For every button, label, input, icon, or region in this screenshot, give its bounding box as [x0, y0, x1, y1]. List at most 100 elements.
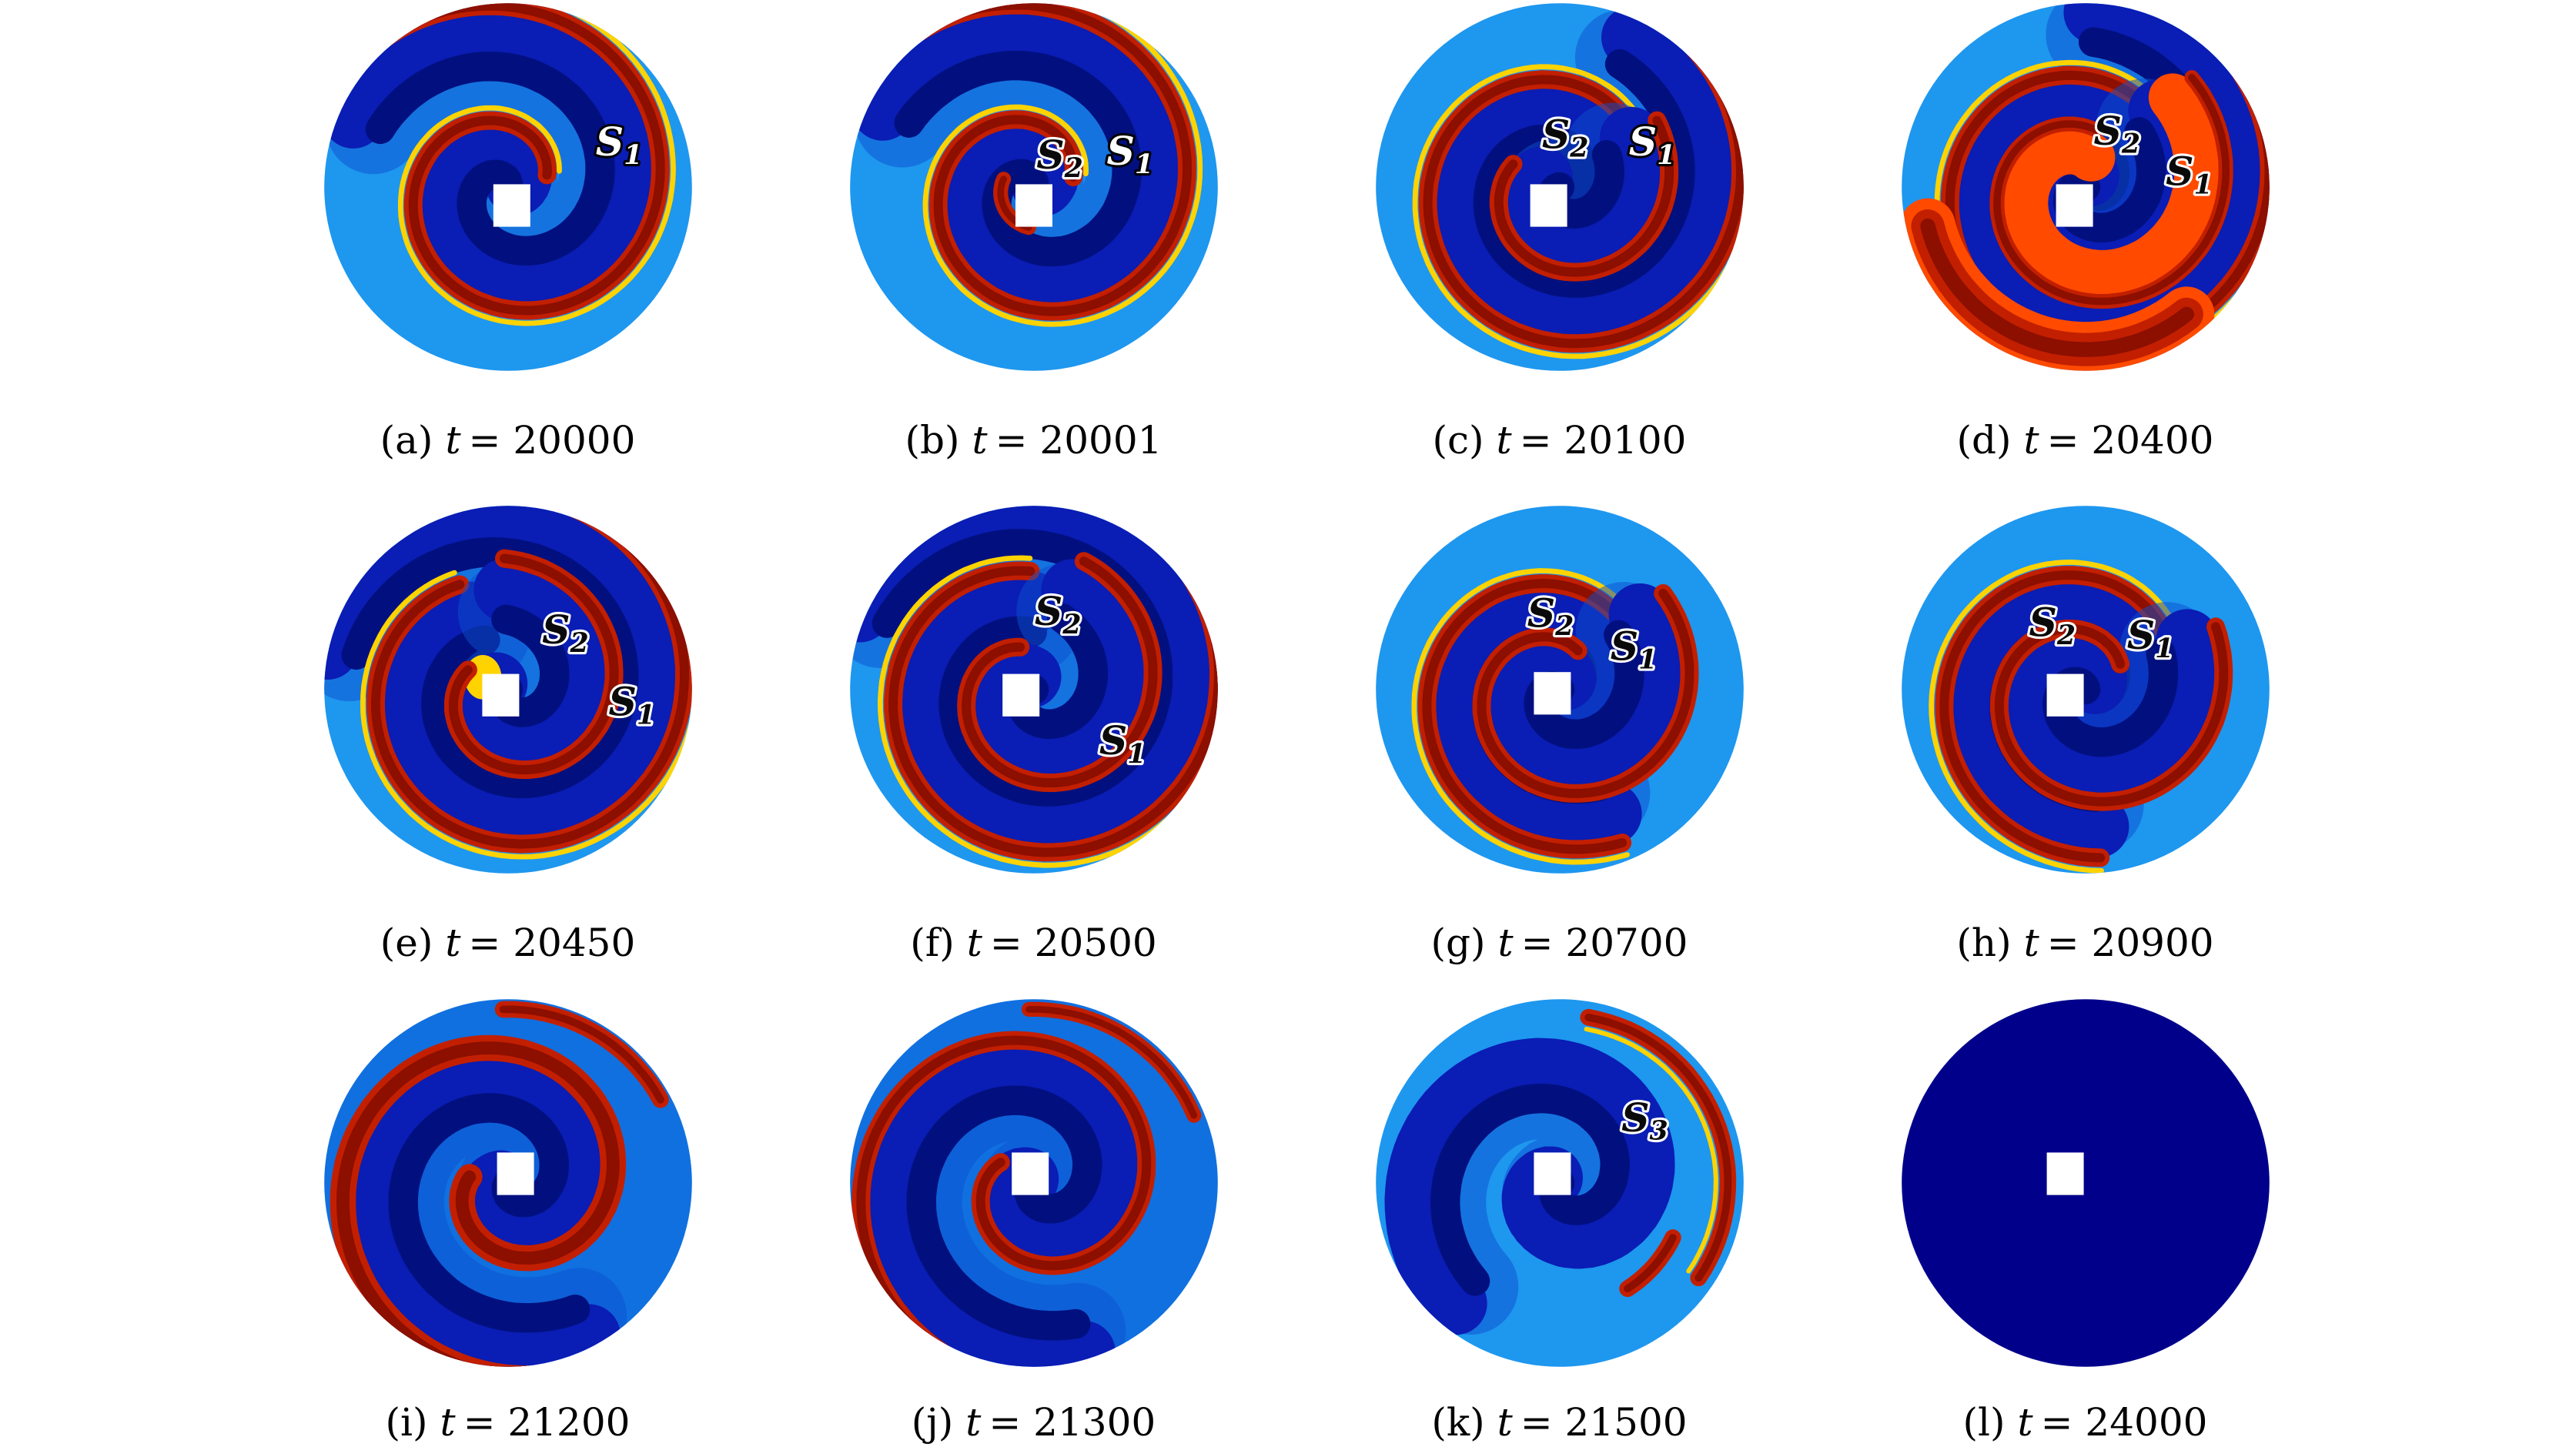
obstacle-square — [1533, 1152, 1571, 1195]
time-variable: t — [445, 418, 461, 463]
panel-caption: (g) t = 20700 — [1431, 921, 1688, 965]
time-variable: t — [2023, 921, 2039, 965]
spiral-arm-stroke — [851, 5, 1187, 312]
panel-caption: (d) t = 20400 — [1957, 418, 2214, 463]
time-value: = 20700 — [1521, 921, 1688, 965]
time-value: = 21300 — [989, 1400, 1156, 1445]
wave-label-S1: S1 — [1099, 718, 1146, 770]
time-value: = 20100 — [1519, 418, 1687, 463]
spiral-arm-stroke — [323, 3, 665, 316]
time-variable: t — [1497, 1400, 1513, 1445]
spiral-arm-stroke — [1584, 1027, 1718, 1274]
spiral-arm-stroke — [906, 1085, 1102, 1341]
spiral-arm-stroke — [448, 553, 619, 775]
spiral-arm-stroke — [1998, 609, 2224, 803]
simulation-panel-d: S2 S1 (d) t = 20400 — [1822, 2, 2348, 463]
panel-caption: (k) t = 21500 — [1431, 1400, 1687, 1445]
spiral-arm-stroke — [1430, 1083, 1630, 1296]
obstacle-square — [493, 184, 530, 227]
spiral-arm-stroke — [323, 506, 689, 849]
spiral-arm-stroke — [849, 506, 1218, 853]
time-value: = 20000 — [468, 418, 636, 463]
panel-index: (e) — [380, 921, 433, 965]
spiral-arm-stroke — [341, 536, 638, 799]
panel-index: (b) — [905, 418, 960, 463]
panel-caption: (h) t = 20900 — [1956, 921, 2213, 965]
simulation-panel-g: S2 S1 (g) t = 20700 — [1296, 505, 1822, 965]
time-variable: t — [440, 1400, 456, 1445]
simulation-panel-l: (l) t = 24000 — [1822, 998, 2348, 1445]
spiral-arm-stroke — [1999, 73, 2223, 299]
panel-caption: (f) t = 20500 — [910, 921, 1156, 965]
obstacle-square — [2056, 184, 2093, 227]
spiral-arm-stroke — [849, 506, 1218, 857]
spiral-arm-stroke — [336, 1041, 620, 1367]
time-value: = 20450 — [468, 921, 636, 965]
panel-caption: (l) t = 24000 — [1963, 1400, 2208, 1445]
panel-caption: (e) t = 20450 — [380, 921, 636, 965]
panel-index: (k) — [1431, 1400, 1485, 1445]
spiral-arm-stroke — [1480, 583, 1690, 794]
time-value: = 20400 — [2046, 418, 2214, 463]
spiral-disc — [1901, 999, 2270, 1367]
time-variable: t — [972, 418, 988, 463]
panel-row-1: S1 (a) t = 20000 S2 S1 (b) t = 20001 S2 S1 (c)… — [245, 2, 2348, 463]
obstacle-square — [481, 673, 519, 717]
obstacle-square — [1533, 672, 1571, 715]
time-value: = 21500 — [1520, 1400, 1688, 1445]
simulation-panel-e: S2 S1 (e) t = 20450 — [245, 505, 771, 965]
simulation-panel-i: (i) t = 21200 — [245, 998, 771, 1445]
time-variable: t — [966, 921, 982, 965]
spiral-arm-stroke — [860, 1040, 1147, 1367]
time-value: = 21200 — [463, 1400, 631, 1445]
spiral-arm-stroke — [323, 506, 684, 844]
simulation-panel-k: S3 (k) t = 21500 — [1296, 998, 1822, 1445]
spiral-arm-stroke — [323, 5, 661, 312]
panel-index: (i) — [385, 1400, 428, 1445]
spiral-arm-stroke — [961, 556, 1158, 787]
spiral-arm-stroke — [323, 506, 692, 860]
time-value: = 20500 — [989, 921, 1157, 965]
spiral-arm-stroke — [1494, 115, 1674, 277]
obstacle-square — [1530, 184, 1567, 227]
panel-index: (d) — [1956, 418, 2012, 463]
time-variable: t — [965, 1400, 982, 1445]
spiral-arm-stroke — [1919, 218, 2194, 357]
simulation-panel-c: S2 S1 (c) t = 20100 — [1296, 2, 1822, 463]
time-variable: t — [445, 921, 461, 965]
spiral-disc — [323, 999, 692, 1367]
spiral-disc: S1 — [323, 3, 692, 371]
spiral-arm-stroke — [849, 3, 1192, 316]
spiral-arm-stroke — [387, 1093, 590, 1333]
panel-index: (l) — [1962, 1400, 2006, 1445]
panel-caption: (i) t = 21200 — [386, 1400, 631, 1445]
spiral-arm-stroke — [894, 50, 1142, 267]
time-value: = 20001 — [995, 418, 1163, 463]
panel-index: (c) — [1432, 418, 1484, 463]
panel-index: (j) — [911, 1400, 954, 1445]
panel-index: (a) — [380, 418, 433, 463]
panel-index: (f) — [910, 921, 955, 965]
spiral-arm-stroke — [849, 506, 1218, 868]
spiral-arm-stroke — [1584, 1013, 1731, 1282]
simulation-panel-h: S2 S1 (h) t = 20900 — [1822, 505, 2348, 965]
simulation-panel-j: (j) t = 21300 — [771, 998, 1296, 1445]
obstacle-square — [2046, 1152, 2084, 1195]
simulation-panel-a: S1 (a) t = 20000 — [245, 2, 771, 463]
obstacle-square — [497, 1152, 534, 1195]
panel-caption: (a) t = 20000 — [380, 418, 636, 463]
wave-label-S1: S1 — [1610, 624, 1657, 676]
panel-caption: (c) t = 20100 — [1433, 418, 1687, 463]
time-variable: t — [2017, 1400, 2033, 1445]
spiral-disc — [849, 999, 1218, 1367]
panel-row-3: (i) t = 21200 (j) t = 21300 S3 (k) t = 21500 (… — [245, 998, 2348, 1445]
obstacle-square — [1002, 673, 1039, 717]
panel-index: (g) — [1430, 921, 1486, 965]
